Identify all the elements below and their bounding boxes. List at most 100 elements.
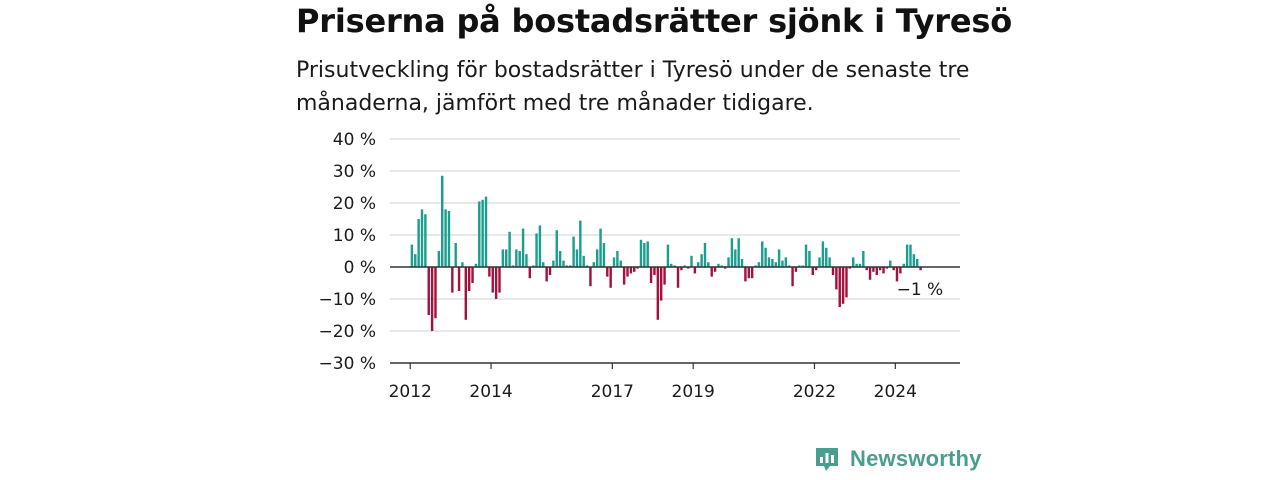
bar <box>811 267 814 275</box>
x-tick-label: 2024 <box>874 382 917 402</box>
bar <box>865 267 868 271</box>
x-tick-label: 2012 <box>389 382 432 402</box>
bar <box>454 243 457 267</box>
bar <box>730 238 734 267</box>
bar <box>703 243 707 267</box>
bar <box>895 267 899 282</box>
bar <box>417 219 420 267</box>
bar <box>656 267 660 320</box>
bar <box>912 254 916 267</box>
bar <box>599 228 602 267</box>
bar <box>855 263 858 267</box>
bar <box>794 267 798 272</box>
y-tick-label: 10 % <box>333 226 376 246</box>
bar <box>464 267 468 320</box>
bar <box>875 267 879 275</box>
bar <box>700 254 703 267</box>
bar <box>606 267 609 277</box>
bar <box>478 201 481 267</box>
bar <box>427 267 430 315</box>
bar <box>414 254 417 267</box>
bar <box>592 262 596 267</box>
bar <box>552 260 555 267</box>
bar <box>808 251 811 267</box>
newsworthy-logo: Newsworthy <box>814 446 982 472</box>
bar <box>626 267 629 277</box>
bar <box>410 244 414 267</box>
bar <box>535 233 538 267</box>
bar <box>528 267 532 279</box>
bar <box>505 249 508 267</box>
bar <box>818 257 821 267</box>
bar <box>424 214 427 267</box>
bar <box>457 267 461 291</box>
bar <box>781 260 784 267</box>
y-axis-labels: 40 % 30 % 20 % 10 % 0 % −10 % −20 % −30 % <box>319 130 376 374</box>
bar <box>612 257 616 267</box>
bar <box>767 257 771 267</box>
bar <box>851 257 855 267</box>
bar <box>889 260 892 267</box>
bar <box>555 230 558 267</box>
bar <box>676 267 680 288</box>
x-tick-label: 2014 <box>469 382 512 402</box>
bar <box>740 259 744 267</box>
bar <box>498 267 501 293</box>
bar <box>474 263 478 267</box>
bar <box>575 249 579 267</box>
bar <box>747 267 750 279</box>
bar <box>727 257 730 267</box>
bar <box>582 255 585 267</box>
y-tick-label: −10 % <box>319 290 376 310</box>
bar <box>761 241 764 267</box>
axes <box>390 266 960 369</box>
bar <box>451 267 454 293</box>
x-tick-label: 2017 <box>591 382 634 402</box>
bar <box>872 267 875 272</box>
bar <box>488 267 491 277</box>
bar <box>572 236 575 267</box>
bar <box>814 267 818 271</box>
bar <box>595 249 599 267</box>
bar <box>892 267 895 271</box>
bar <box>693 267 697 274</box>
bar <box>430 267 434 331</box>
bar <box>868 267 872 280</box>
bar <box>757 262 761 267</box>
bar <box>542 262 545 267</box>
bar <box>643 243 646 267</box>
bars <box>410 175 922 331</box>
bar <box>447 211 451 267</box>
bar <box>909 244 912 267</box>
bar <box>825 247 828 267</box>
bar <box>461 262 464 267</box>
bar <box>545 267 548 282</box>
bar <box>589 267 592 287</box>
bar <box>481 199 484 267</box>
y-tick-label: −20 % <box>319 322 376 342</box>
bar <box>441 175 444 267</box>
bar <box>663 267 666 285</box>
bar <box>905 244 909 267</box>
bar <box>521 228 525 267</box>
bar <box>434 267 437 319</box>
bar <box>916 259 919 267</box>
y-tick-label: 20 % <box>333 194 376 214</box>
bar <box>680 267 683 271</box>
bar <box>713 267 717 272</box>
bar <box>821 241 825 267</box>
bar <box>838 267 841 307</box>
chart-subtitle: Prisutveckling för bostadsrätter i Tyres… <box>296 58 970 116</box>
bar <box>649 267 653 283</box>
bar <box>518 251 521 267</box>
bar <box>659 267 663 301</box>
bar <box>619 260 622 267</box>
bar <box>670 263 673 267</box>
bar <box>467 267 471 291</box>
y-tick-label: −30 % <box>319 354 376 374</box>
bar <box>710 267 713 277</box>
bar <box>707 262 710 267</box>
bar <box>882 267 885 274</box>
bar <box>919 267 922 271</box>
